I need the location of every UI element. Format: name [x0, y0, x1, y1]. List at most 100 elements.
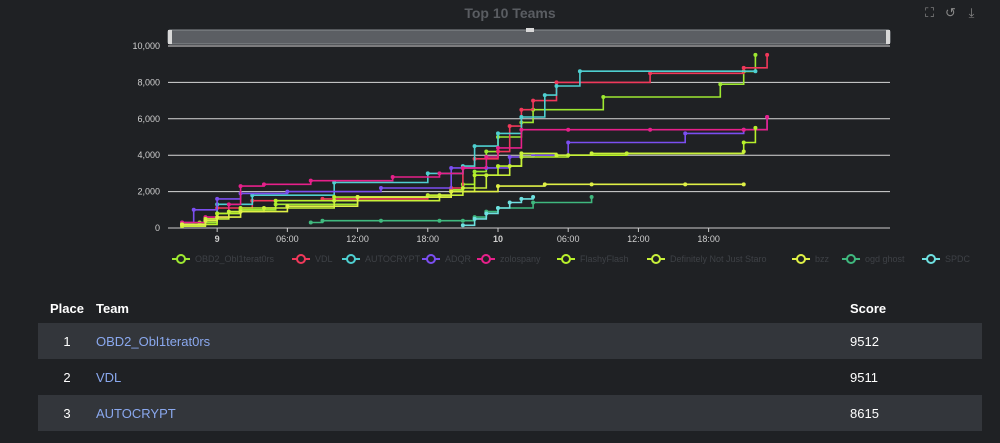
data-point[interactable]	[378, 218, 383, 223]
data-point[interactable]	[285, 189, 290, 194]
data-point[interactable]	[226, 202, 231, 207]
data-point[interactable]	[741, 65, 746, 70]
data-point[interactable]	[495, 131, 500, 136]
data-point[interactable]	[507, 155, 512, 160]
data-point[interactable]	[261, 205, 266, 210]
data-point[interactable]	[285, 204, 290, 209]
data-point[interactable]	[484, 155, 489, 160]
restore-icon[interactable]: ↺	[945, 5, 956, 20]
data-point[interactable]	[718, 82, 723, 87]
data-point[interactable]	[566, 140, 571, 145]
data-point[interactable]	[203, 218, 208, 223]
data-point[interactable]	[273, 198, 278, 203]
data-point[interactable]	[472, 169, 477, 174]
data-point[interactable]	[601, 94, 606, 99]
legend-item[interactable]: ogd ghost	[842, 254, 905, 264]
data-point[interactable]	[566, 127, 571, 132]
data-point[interactable]	[683, 131, 688, 136]
data-point[interactable]	[332, 195, 337, 200]
data-point[interactable]	[741, 149, 746, 154]
data-point[interactable]	[460, 218, 465, 223]
legend-item[interactable]: OBD2_Obl1terat0rs	[172, 254, 275, 264]
data-point[interactable]	[460, 185, 465, 190]
data-point[interactable]	[542, 93, 547, 98]
data-point[interactable]	[460, 165, 465, 170]
data-point[interactable]	[531, 195, 536, 200]
data-point[interactable]	[308, 178, 313, 183]
data-point[interactable]	[215, 211, 220, 216]
legend-item[interactable]: VDL	[292, 254, 333, 264]
legend-item[interactable]: zolospany	[477, 254, 541, 264]
data-point[interactable]	[683, 182, 688, 187]
legend-item[interactable]: AUTOCRYPT	[342, 254, 421, 264]
data-point[interactable]	[589, 151, 594, 156]
download-icon[interactable]: ⤓	[968, 5, 975, 20]
data-point[interactable]	[507, 124, 512, 129]
data-point[interactable]	[507, 200, 512, 205]
zoom-handle-right[interactable]	[886, 30, 890, 44]
data-point[interactable]	[507, 164, 512, 169]
data-point[interactable]	[765, 114, 770, 119]
data-point[interactable]	[648, 71, 653, 76]
legend-item[interactable]: ADQR	[422, 254, 472, 264]
data-point[interactable]	[753, 125, 758, 130]
data-point[interactable]	[519, 127, 524, 132]
data-point[interactable]	[589, 195, 594, 200]
data-point[interactable]	[425, 171, 430, 176]
data-point[interactable]	[554, 153, 559, 158]
data-point[interactable]	[519, 114, 524, 119]
data-point[interactable]	[180, 222, 185, 227]
data-point[interactable]	[484, 211, 489, 216]
data-point[interactable]	[308, 220, 313, 225]
data-point[interactable]	[577, 69, 582, 74]
zoom-icon[interactable]: ⛶	[924, 5, 935, 20]
data-point[interactable]	[238, 184, 243, 189]
team-link[interactable]: AUTOCRYPT	[96, 405, 176, 421]
data-point[interactable]	[484, 173, 489, 178]
data-point[interactable]	[191, 207, 196, 212]
data-point[interactable]	[472, 173, 477, 178]
data-point[interactable]	[215, 196, 220, 201]
legend-item[interactable]: FlashyFlash	[557, 254, 629, 264]
zoom-handle-left[interactable]	[168, 30, 172, 44]
team-link[interactable]: VDL	[96, 369, 122, 385]
data-point[interactable]	[589, 182, 594, 187]
data-point[interactable]	[519, 107, 524, 112]
data-point[interactable]	[741, 127, 746, 132]
data-point[interactable]	[437, 218, 442, 223]
data-point[interactable]	[378, 185, 383, 190]
data-point[interactable]	[741, 140, 746, 145]
data-point[interactable]	[495, 164, 500, 169]
data-point[interactable]	[320, 196, 325, 201]
data-point[interactable]	[226, 209, 231, 214]
data-point[interactable]	[753, 69, 758, 74]
data-point[interactable]	[519, 196, 524, 201]
legend-item[interactable]: SPDC	[922, 254, 971, 264]
data-point[interactable]	[215, 215, 220, 220]
data-point[interactable]	[519, 151, 524, 156]
data-point[interactable]	[449, 189, 454, 194]
data-point[interactable]	[449, 165, 454, 170]
data-point[interactable]	[531, 98, 536, 103]
data-point[interactable]	[460, 223, 465, 228]
data-point[interactable]	[495, 205, 500, 210]
team-link[interactable]: OBD2_Obl1terat0rs	[96, 333, 211, 349]
legend-item[interactable]: Definitely Not Just Staro	[647, 254, 767, 264]
data-point[interactable]	[495, 184, 500, 189]
data-point[interactable]	[741, 182, 746, 187]
data-point[interactable]	[261, 182, 266, 187]
data-point[interactable]	[250, 193, 255, 198]
data-point[interactable]	[355, 195, 360, 200]
data-point[interactable]	[472, 216, 477, 221]
data-point[interactable]	[542, 182, 547, 187]
data-point[interactable]	[238, 209, 243, 214]
data-point[interactable]	[472, 144, 477, 149]
data-point[interactable]	[765, 52, 770, 57]
data-point[interactable]	[484, 149, 489, 154]
data-point[interactable]	[425, 193, 430, 198]
data-point[interactable]	[437, 171, 442, 176]
data-point[interactable]	[554, 84, 559, 89]
data-point[interactable]	[238, 205, 243, 210]
data-point[interactable]	[320, 218, 325, 223]
legend-item[interactable]: bzz	[792, 254, 830, 264]
